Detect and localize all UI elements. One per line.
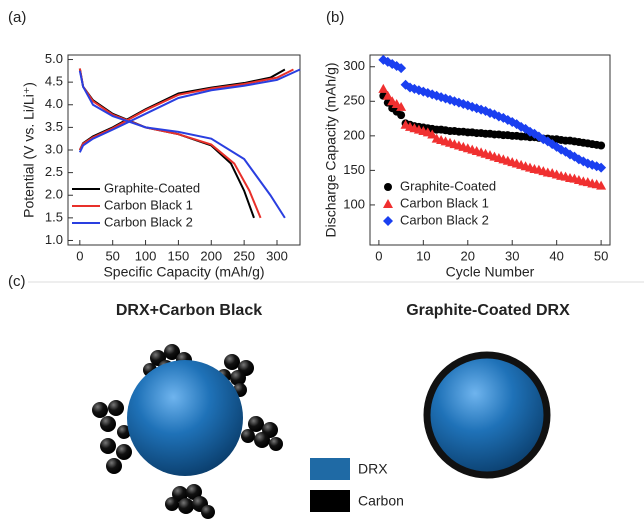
x-tick-label: 0: [375, 248, 382, 263]
y-tick-label: 5.0: [45, 51, 63, 66]
x-axis-label: Cycle Number: [446, 264, 535, 280]
y-tick-label: 4.0: [45, 96, 63, 111]
y-axis-label: Discharge Capacity (mAh/g): [323, 62, 339, 237]
x-tick-label: 300: [266, 248, 288, 263]
legend-swatch: [310, 490, 350, 512]
drx-particle: [127, 360, 243, 476]
x-tick-label: 50: [105, 248, 119, 263]
x-tick-label: 40: [549, 248, 563, 263]
diagram-title: DRX+Carbon Black: [116, 302, 262, 319]
legend-label: Carbon Black 1: [400, 195, 489, 210]
x-tick-label: 50: [594, 248, 608, 263]
legend-marker: [384, 183, 392, 191]
x-tick-label: 30: [505, 248, 519, 263]
legend-label: Carbon Black 1: [104, 197, 193, 212]
legend-label: Carbon Black 2: [104, 214, 193, 229]
y-tick-label: 3.0: [45, 141, 63, 156]
y-tick-label: 1.5: [45, 209, 63, 224]
x-tick-label: 200: [200, 248, 222, 263]
legend-swatch: [310, 458, 350, 480]
x-axis-label: Specific Capacity (mAh/g): [103, 264, 264, 280]
panel-label: (a): [8, 9, 26, 26]
y-tick-label: 2.5: [45, 164, 63, 179]
legend-label: Carbon Black 2: [400, 212, 489, 227]
legend-label: Carbon: [358, 493, 404, 509]
y-tick-label: 300: [343, 58, 365, 73]
legend-marker: [383, 216, 393, 226]
x-tick-label: 100: [135, 248, 157, 263]
marker: [597, 142, 605, 150]
x-tick-label: 250: [233, 248, 255, 263]
y-axis-label: Potential (V vs. Li/Li⁺): [21, 82, 37, 218]
curve: [80, 69, 300, 152]
legend-label: DRX: [358, 461, 388, 477]
diagram-title: Graphite-Coated DRX: [406, 302, 570, 319]
curve: [80, 69, 254, 218]
panel-label: (c): [8, 273, 26, 290]
x-tick-label: 10: [416, 248, 430, 263]
series: [379, 92, 605, 150]
legend-label: Graphite-Coated: [400, 178, 496, 193]
x-tick-label: 20: [461, 248, 475, 263]
y-tick-label: 250: [343, 93, 365, 108]
y-tick-label: 150: [343, 162, 365, 177]
y-tick-label: 100: [343, 196, 365, 211]
y-tick-label: 2.0: [45, 187, 63, 202]
marker: [397, 111, 405, 119]
marker: [378, 84, 388, 93]
y-tick-label: 3.5: [45, 119, 63, 134]
y-tick-label: 1.0: [45, 232, 63, 247]
curve: [80, 69, 261, 218]
y-tick-label: 200: [343, 127, 365, 142]
x-tick-label: 0: [76, 248, 83, 263]
legend-label: Graphite-Coated: [104, 180, 200, 195]
coated-drx-particle: [427, 355, 547, 475]
figure: (a) (b) (c) DRX+Carbon Black Graphite-Co…: [0, 0, 644, 519]
panel-label: (b): [326, 9, 344, 26]
x-tick-label: 150: [168, 248, 190, 263]
legend-marker: [383, 199, 393, 208]
y-tick-label: 4.5: [45, 74, 63, 89]
